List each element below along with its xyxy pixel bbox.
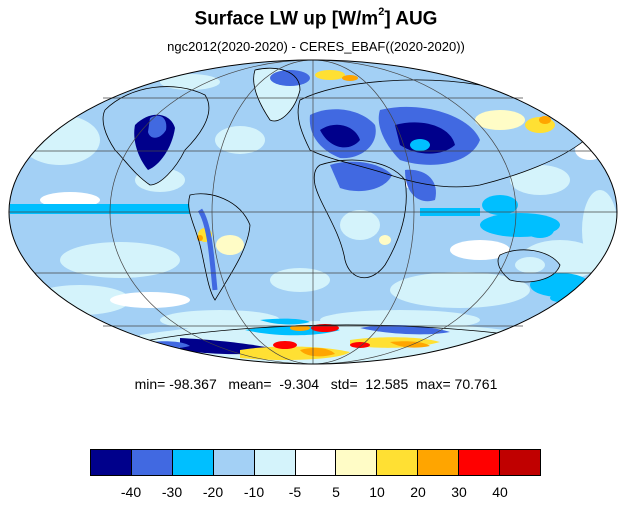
- stat-mean-value: -9.304: [279, 376, 320, 392]
- stat-std-label: std=: [330, 376, 358, 392]
- colorbar-swatch: [377, 450, 419, 475]
- map-outline: [8, 59, 618, 365]
- colorbar-tick-label: -30: [161, 484, 183, 500]
- colorbar-swatch: [254, 450, 296, 475]
- colorbar-tick-label: 5: [332, 484, 340, 500]
- colorbar-tick-label: -5: [288, 484, 302, 500]
- colorbar-swatch: [459, 450, 501, 475]
- colorbar-tick-label: 40: [492, 484, 508, 500]
- colorbar-swatch: [91, 450, 132, 475]
- stat-mean-label: mean=: [228, 376, 272, 392]
- colorbar-swatch: [172, 450, 214, 475]
- stat-max-label: max=: [416, 376, 451, 392]
- colorbar-tick-label: -40: [120, 484, 142, 500]
- title-superscript: 2: [378, 6, 385, 18]
- map-field: [9, 60, 617, 364]
- stats-line: min= -98.367 mean= -9.304 std= 12.585 ma…: [0, 376, 632, 392]
- colorbar-tick-label: -20: [202, 484, 224, 500]
- colorbar-swatch: [336, 450, 378, 475]
- colorbar-tick-label: 10: [369, 484, 385, 500]
- colorbar-swatch: [213, 450, 255, 475]
- stat-max-value: 70.761: [454, 376, 498, 392]
- title-tail: ] AUG: [384, 8, 438, 30]
- colorbar-swatch: [295, 450, 337, 475]
- stat-min-label: min=: [134, 376, 166, 392]
- colorbar-swatch: [131, 450, 173, 475]
- title-main: Surface LW up [W/m: [194, 8, 379, 30]
- plot-subtitle: ngc2012(2020-2020) - CERES_EBAF((2020-20…: [167, 39, 465, 54]
- colorbar-labels: -40 -30 -20 -10 -5 5 10 20 30 40: [0, 484, 632, 502]
- colorbar-tick-label: 30: [451, 484, 467, 500]
- colorbar-swatch: [418, 450, 460, 475]
- colorbar-swatch: [500, 450, 540, 475]
- stat-std-value: 12.585: [365, 376, 409, 392]
- plot-title: Surface LW up [W/m2] AUG: [0, 6, 632, 30]
- stat-min-value: -98.367: [169, 376, 217, 392]
- colorbar-tick-label: 20: [410, 484, 426, 500]
- colorbar: [90, 449, 541, 476]
- colorbar-tick-label: -10: [243, 484, 265, 500]
